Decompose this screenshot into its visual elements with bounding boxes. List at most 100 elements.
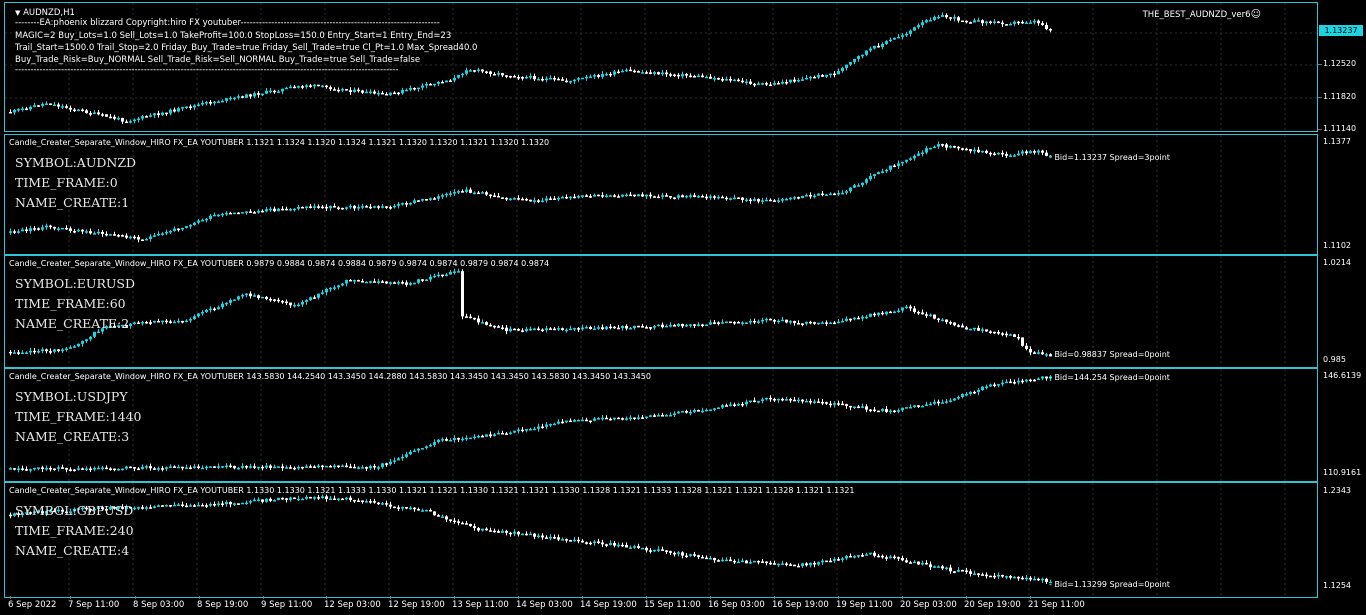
candle-body <box>733 197 736 200</box>
candle-body <box>149 115 152 117</box>
candle-body <box>1005 333 1008 336</box>
candle-body <box>1033 151 1036 153</box>
candle-body <box>893 37 896 40</box>
candle-body <box>769 397 772 400</box>
candle-body <box>797 197 800 199</box>
candle-body <box>737 322 740 324</box>
candle-body <box>853 556 856 558</box>
candle-body <box>653 549 656 552</box>
time-tick <box>646 596 647 599</box>
candle-body <box>761 561 764 563</box>
candle-body <box>865 406 868 410</box>
candle-body <box>449 519 452 521</box>
candle-body <box>737 197 740 200</box>
main-chart-pane[interactable]: ▼ AUDNZD,H1 THE_BEST_AUDNZD_ver6☺ ------… <box>4 2 1318 132</box>
sub-window-candle-chart[interactable] <box>5 369 1317 481</box>
candle-body <box>573 420 576 422</box>
candle-body <box>153 506 156 508</box>
candle-body <box>697 324 700 326</box>
candle-body <box>873 409 876 412</box>
candle-body <box>477 528 480 531</box>
candle-body <box>821 75 824 77</box>
candle-body <box>89 231 92 234</box>
candle-body <box>933 314 936 319</box>
candle-body <box>901 161 904 164</box>
candle-body <box>233 503 236 505</box>
indicator-header: Candle_Creater_Separate_Window_HIRO FX_E… <box>9 259 550 268</box>
candle-body <box>501 432 504 435</box>
candle-body <box>833 322 836 325</box>
candle-body <box>101 328 104 332</box>
candle-body <box>893 410 896 413</box>
candle-body <box>977 20 980 22</box>
candle-body <box>925 562 928 565</box>
candle-body <box>657 324 660 327</box>
candle-body <box>501 197 504 199</box>
time-tick <box>1030 596 1031 599</box>
candle-body <box>697 75 700 78</box>
candle-body <box>933 146 936 149</box>
candle-body <box>881 409 884 412</box>
candle-body <box>541 329 544 332</box>
chart-symbol-title: ▼ AUDNZD,H1 <box>15 8 75 18</box>
candle-body <box>953 17 956 19</box>
time-label: 19 Sep 11:00 <box>836 600 893 610</box>
sub-window-usdjpy[interactable]: Candle_Creater_Separate_Window_HIRO FX_E… <box>4 368 1318 482</box>
price-axis[interactable] <box>1319 0 1366 595</box>
time-label: 6 Sep 2022 <box>8 600 57 610</box>
sub-window-candle-chart[interactable] <box>5 483 1317 597</box>
candle-body <box>141 239 144 242</box>
candle-body <box>289 467 292 469</box>
candle-body <box>517 329 520 331</box>
candle-body <box>1041 150 1044 153</box>
candle-body <box>945 567 948 570</box>
time-tick <box>774 596 775 599</box>
smiley-icon[interactable]: ☺ <box>1250 9 1261 20</box>
candle-body <box>17 513 20 516</box>
candle-body <box>885 409 888 412</box>
candle-body <box>77 109 80 112</box>
sub-window-candle-chart[interactable] <box>5 135 1317 254</box>
candle-body <box>925 404 928 407</box>
candle-body <box>893 556 896 559</box>
candle-body <box>997 21 1000 24</box>
ea-name-text: THE_BEST_AUDNZD_ver6 <box>1142 10 1251 20</box>
candle-body <box>253 295 256 297</box>
sub2-price-min: 0.985 <box>1323 355 1346 364</box>
candle-body <box>797 565 800 568</box>
candle-body <box>217 214 220 217</box>
candle-body <box>745 401 748 405</box>
sub-window-eurusd[interactable]: Candle_Creater_Separate_Window_HIRO FX_E… <box>4 255 1318 368</box>
main-candle-chart[interactable] <box>5 3 1317 131</box>
sub-window-candle-chart[interactable] <box>5 256 1317 367</box>
candle-body <box>397 203 400 206</box>
candle-body <box>65 511 68 514</box>
candle-body <box>521 198 524 201</box>
sub-window-audnzd[interactable]: Candle_Creater_Separate_Window_HIRO FX_E… <box>4 134 1318 255</box>
candle-body <box>617 327 620 330</box>
candle-body <box>453 271 456 273</box>
candle-body <box>949 17 952 19</box>
sub-window-gbpusd[interactable]: Candle_Creater_Separate_Window_HIRO FX_E… <box>4 482 1318 598</box>
candle-body <box>57 467 60 469</box>
candle-body <box>581 540 584 543</box>
candle-body <box>777 200 780 202</box>
candle-body <box>45 468 48 470</box>
candle-body <box>561 421 564 424</box>
candle-body <box>621 325 624 329</box>
candle-body <box>593 541 596 544</box>
candle-body <box>217 466 220 468</box>
candle-body <box>645 327 648 329</box>
time-tick <box>966 596 967 599</box>
time-label: 7 Sep 11:00 <box>68 600 120 610</box>
candle-body <box>397 507 400 509</box>
candle-body <box>581 77 584 80</box>
chart-menu-triangle-icon[interactable]: ▼ <box>15 9 21 17</box>
candle-body <box>673 325 676 327</box>
candle-body <box>313 297 316 299</box>
candle-body <box>21 513 24 516</box>
time-label: 20 Sep 19:00 <box>964 600 1021 610</box>
candle-body <box>381 503 384 505</box>
candle-body <box>9 112 12 114</box>
candle-body <box>297 498 300 501</box>
